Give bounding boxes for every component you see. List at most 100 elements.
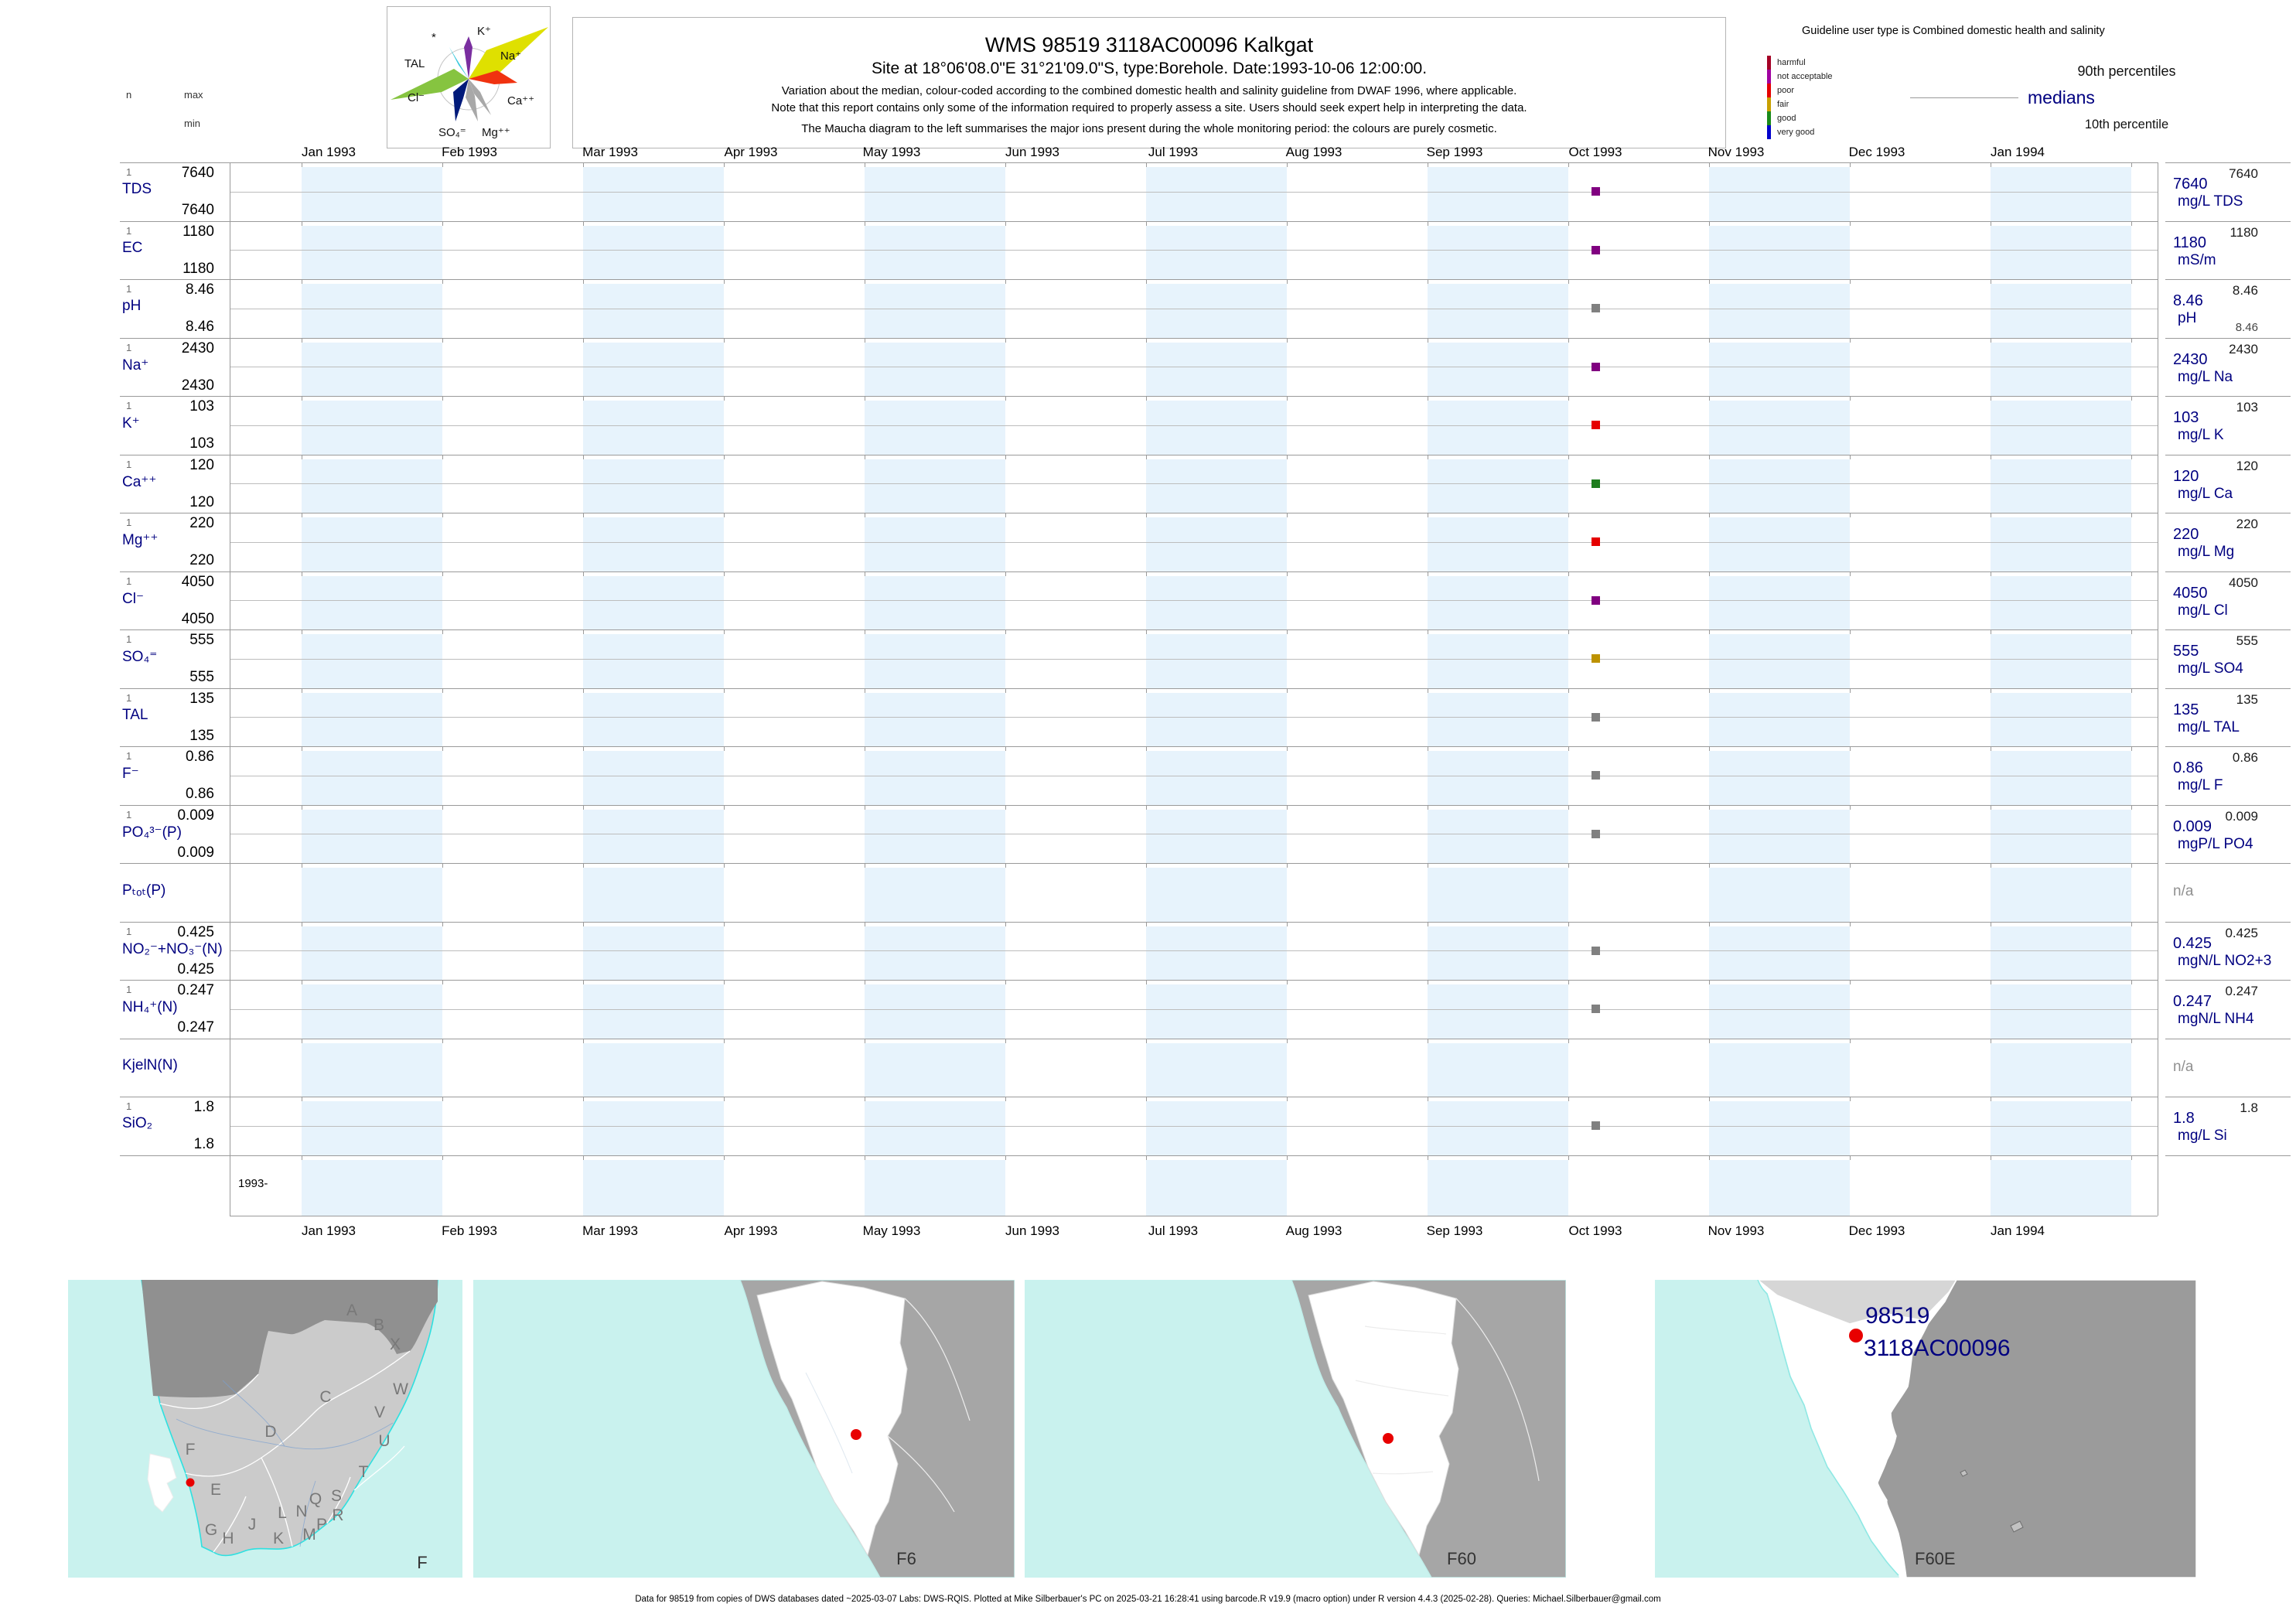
month-band (1709, 1042, 1850, 1097)
row-separator-right (2165, 804, 2291, 806)
month-band (865, 809, 1005, 863)
month-tick (442, 279, 443, 284)
month-tick (1568, 1038, 1569, 1043)
month-tick (442, 1097, 443, 1101)
min-value: 1180 (183, 260, 214, 277)
maucha-wedge-na (469, 27, 548, 79)
month-band (1146, 809, 1287, 863)
month-tick (442, 804, 443, 810)
month-band (1709, 868, 1850, 922)
median-value: 4050 (2173, 584, 2208, 602)
maucha-wedge-so4 (453, 79, 469, 121)
month-tick (1709, 1155, 1710, 1160)
map-region-f6: F6 (473, 1279, 1015, 1581)
month-tick (583, 629, 584, 634)
month-tick (442, 513, 443, 517)
month-tick (1850, 1155, 1851, 1160)
month-tick (1005, 1038, 1006, 1043)
note-maucha: The Maucha diagram to the left summarise… (801, 122, 1497, 135)
month-tick (1287, 162, 1288, 167)
month-tick (1850, 746, 1851, 751)
month-tick (1287, 454, 1288, 459)
month-tick (1709, 746, 1710, 751)
median-value: 1.8 (2173, 1110, 2195, 1127)
sample-count: 1 (126, 341, 132, 353)
month-band (1991, 751, 2131, 805)
map2-site-dot[interactable] (851, 1429, 861, 1440)
month-tick (583, 396, 584, 401)
month-band (1146, 225, 1287, 279)
month-tick (1005, 863, 1006, 868)
month-band (1428, 984, 1568, 1039)
map1-site-dot[interactable] (186, 1478, 195, 1487)
parameter-name: Mg⁺⁺ (122, 532, 159, 548)
month-tick (1850, 513, 1851, 517)
unit-label: mg/L F (2178, 777, 2223, 793)
drainage-region-letter: H (222, 1530, 234, 1547)
sample-count: 1 (126, 750, 132, 762)
month-tick (1850, 629, 1851, 634)
data-point-marker (1591, 362, 1600, 371)
map4-site-dot[interactable] (1849, 1329, 1863, 1343)
month-band (1146, 634, 1287, 688)
month-tick (2131, 1038, 2132, 1043)
month-tick (442, 863, 443, 868)
month-band (1991, 1042, 2131, 1097)
month-band (1709, 984, 1850, 1039)
map3-subcatchment-boundaries (1355, 1298, 1540, 1482)
month-band (1991, 575, 2131, 629)
month-label: Apr 1993 (724, 1223, 778, 1238)
month-tick (583, 1155, 584, 1160)
min-value: 0.009 (177, 844, 214, 861)
drainage-region-letter: U (378, 1432, 390, 1450)
month-band (302, 926, 442, 980)
month-tick (1850, 980, 1851, 984)
parameter-name: Cl⁻ (122, 590, 144, 607)
month-labels-top: Jan 1993 Feb 1993 Mar 1993 Apr 1993 May 1993… (0, 145, 2296, 160)
max-value: 0.009 (177, 807, 214, 824)
month-tick (724, 162, 725, 167)
month-tick (1287, 629, 1288, 634)
month-band (1428, 342, 1568, 396)
month-label: Aug 1993 (1285, 145, 1342, 159)
month-tick (724, 980, 725, 984)
month-tick (1287, 921, 1288, 926)
data-point-marker (1591, 1005, 1600, 1014)
month-tick (1568, 629, 1569, 634)
median-value: 135 (2173, 701, 2199, 718)
month-tick (1005, 337, 1006, 343)
map1-neighbour-countries (142, 1280, 438, 1397)
month-band (1146, 868, 1287, 922)
month-band (1709, 401, 1850, 455)
min-value: 1.8 (193, 1136, 214, 1152)
month-band (865, 284, 1005, 338)
month-tick (1005, 1155, 1006, 1160)
month-tick (1850, 279, 1851, 284)
maucha-label-na: Na⁺ (500, 49, 521, 63)
month-tick (583, 980, 584, 984)
p90-value: 0.86 (2232, 750, 2258, 765)
month-tick (1287, 746, 1288, 751)
row-separator (120, 687, 2158, 689)
row-separator (120, 1155, 2158, 1156)
month-tick (1568, 279, 1569, 284)
drainage-region-letter: F (186, 1441, 196, 1459)
month-label: Nov 1993 (1708, 1223, 1765, 1238)
min-value: 103 (189, 435, 214, 452)
map3-site-dot[interactable] (1383, 1433, 1394, 1444)
row-separator (120, 279, 2158, 280)
title-box: WMS 98519 3118AC00096 Kalkgat Site at 18… (572, 17, 1726, 148)
drainage-region-letter: W (393, 1380, 408, 1398)
median-value: 0.009 (2173, 817, 2212, 835)
month-tick (1146, 921, 1147, 926)
max-value: 120 (189, 456, 214, 473)
month-tick (1146, 162, 1147, 167)
legend-class-label: good (1777, 114, 1796, 123)
month-tick (1850, 220, 1851, 226)
parameter-name: EC (122, 239, 143, 256)
map2-river (805, 1372, 853, 1474)
month-tick (1568, 220, 1569, 226)
month-band (1428, 167, 1568, 221)
month-band (1428, 1101, 1568, 1155)
month-band (583, 167, 724, 221)
